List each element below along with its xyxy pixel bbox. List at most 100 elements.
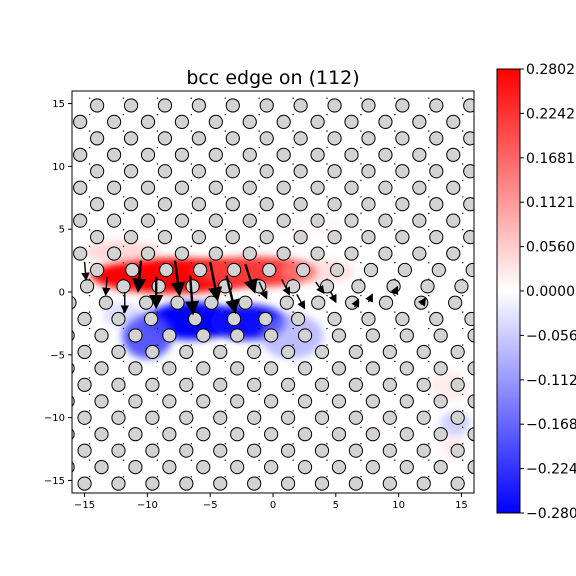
x-tick-label: −5 xyxy=(203,500,218,511)
displacement-dot xyxy=(122,212,125,215)
displacement-dot xyxy=(258,130,260,132)
atom xyxy=(262,262,277,278)
displacement-dot xyxy=(394,130,396,132)
displacement-dot xyxy=(428,360,430,363)
atom xyxy=(382,476,397,491)
x-tick-label: 5 xyxy=(333,500,339,511)
displacement-dot xyxy=(326,163,328,165)
atom xyxy=(247,410,262,425)
atom xyxy=(90,230,105,245)
displacement-dot xyxy=(224,410,226,412)
displacement-dot xyxy=(428,294,430,297)
atom xyxy=(151,279,166,294)
atom xyxy=(399,460,414,475)
displacement-dot xyxy=(428,196,430,198)
displacement-dot xyxy=(461,212,464,215)
atom xyxy=(416,410,431,425)
atom xyxy=(361,230,376,245)
atom xyxy=(94,460,109,475)
atom xyxy=(128,394,143,409)
displacement-dot xyxy=(122,360,125,363)
displacement-dot xyxy=(461,327,464,330)
atom xyxy=(485,378,498,391)
y-tick-label: −5 xyxy=(50,350,65,361)
displacement-dot xyxy=(190,344,193,346)
displacement-dot xyxy=(122,410,125,412)
atom xyxy=(77,410,92,425)
displacement-dot xyxy=(292,344,294,346)
displacement-dot xyxy=(156,196,159,198)
atom xyxy=(57,198,70,211)
displacement-dot xyxy=(428,97,430,99)
displacement-dot xyxy=(190,327,193,330)
atom xyxy=(123,98,139,113)
displacement-arrow xyxy=(365,293,373,303)
atom xyxy=(433,394,448,409)
atom xyxy=(429,311,444,327)
atom xyxy=(208,213,223,228)
displacement-dot xyxy=(88,245,91,247)
displacement-dot xyxy=(360,475,362,478)
displacement-dot xyxy=(224,97,226,99)
displacement-dot xyxy=(292,262,294,264)
displacement-dot xyxy=(394,146,396,149)
displacement-dot xyxy=(122,377,125,379)
displacement-dot xyxy=(461,311,464,313)
atom xyxy=(72,329,75,342)
displacement-dot xyxy=(461,245,464,247)
displacement-dot xyxy=(258,245,260,247)
atom xyxy=(429,197,444,212)
displacement-dot xyxy=(258,344,260,346)
displacement-dot xyxy=(190,410,193,412)
colorbar-gradient xyxy=(496,68,521,514)
displacement-dot xyxy=(461,393,464,396)
displacement-dot xyxy=(88,344,91,346)
atom xyxy=(386,279,401,294)
colorbar-tick-label: 0.2242 xyxy=(526,106,575,122)
atom xyxy=(416,344,431,360)
atom xyxy=(348,344,364,360)
displacement-dot xyxy=(360,229,362,231)
displacement-dot xyxy=(156,410,159,412)
atom xyxy=(264,460,279,475)
atom xyxy=(191,164,206,179)
atom xyxy=(399,394,414,409)
displacement-dot xyxy=(224,327,226,330)
atom xyxy=(412,180,427,195)
displacement-arrow xyxy=(225,275,240,315)
atom xyxy=(348,443,364,458)
displacement-dot xyxy=(258,443,260,445)
atom xyxy=(196,328,211,343)
displacement-dot xyxy=(428,459,430,461)
displacement-dot xyxy=(190,426,193,428)
atom xyxy=(106,180,122,195)
atom xyxy=(429,98,444,113)
displacement-dot xyxy=(360,212,362,215)
atom xyxy=(382,344,397,360)
displacement-dot xyxy=(360,146,362,149)
displacement-dot xyxy=(428,393,430,396)
displacement-arrow xyxy=(243,263,258,294)
displacement-dot xyxy=(326,196,328,198)
displacement-dot xyxy=(122,130,125,132)
displacement-dot xyxy=(156,377,159,379)
displacement-dot xyxy=(394,163,396,165)
displacement-dot xyxy=(156,344,159,346)
atom xyxy=(259,98,274,113)
atom xyxy=(128,328,143,343)
atom xyxy=(188,311,203,327)
displacement-dot xyxy=(88,410,91,412)
atom xyxy=(98,295,114,310)
displacement-dot xyxy=(122,113,125,116)
displacement-dot xyxy=(360,179,362,182)
displacement-dot xyxy=(292,443,294,445)
displacement-dot xyxy=(394,245,396,247)
displacement-dot xyxy=(326,146,328,149)
displacement-dot xyxy=(428,410,430,412)
displacement-dot xyxy=(360,327,362,330)
displacement-dot xyxy=(360,262,362,264)
atom xyxy=(420,279,435,294)
y-tick-label: 15 xyxy=(52,99,65,110)
displacement-dot xyxy=(394,196,396,198)
displacement-dot xyxy=(156,130,159,132)
